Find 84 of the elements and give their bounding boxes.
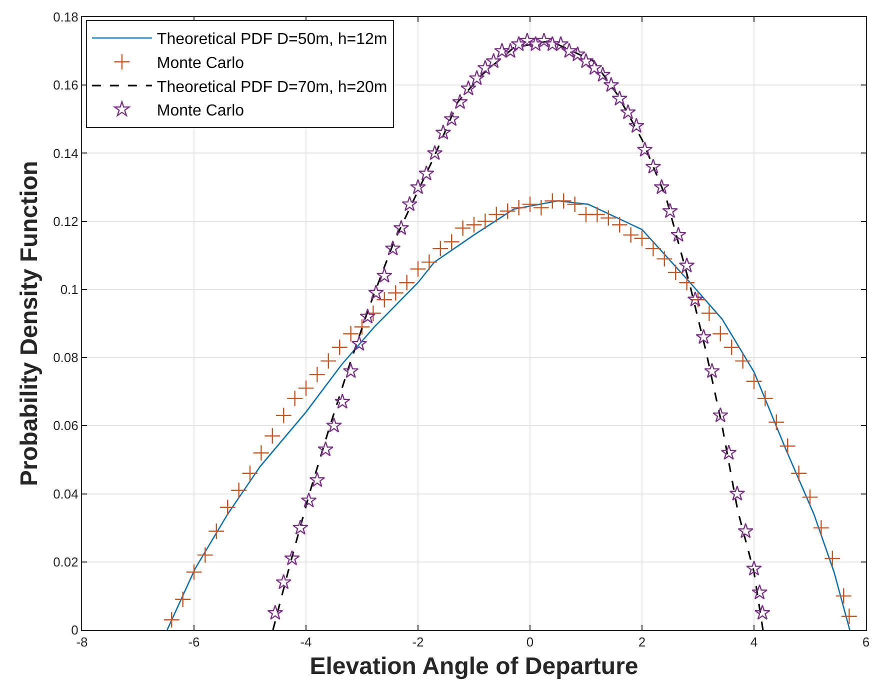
point	[586, 60, 602, 75]
point	[267, 604, 284, 620]
point	[300, 492, 317, 508]
point	[552, 36, 569, 52]
point	[326, 417, 342, 432]
legend-label: Theoretical PDF D=70m, h=20m	[156, 78, 388, 96]
point	[494, 42, 510, 58]
point	[561, 42, 578, 58]
point	[754, 604, 770, 620]
y-tick-label: 0.16	[53, 78, 78, 93]
point	[603, 76, 620, 92]
point	[578, 52, 594, 68]
x-axis-title: Elevation Angle of Departure	[310, 652, 638, 680]
y-tick-label: 0.04	[53, 486, 78, 502]
point	[418, 165, 434, 180]
point	[318, 441, 334, 456]
legend-label: Monte Carlo	[156, 102, 244, 120]
point	[720, 444, 737, 460]
x-tick-label: -4	[300, 634, 312, 650]
point	[452, 94, 468, 109]
point	[729, 485, 746, 501]
point	[410, 178, 426, 194]
y-tick-label: 0.18	[53, 10, 78, 25]
legend-label: Theoretical PDF D=50m, h=12m	[156, 31, 388, 48]
point	[746, 560, 762, 576]
point	[662, 202, 678, 218]
point	[704, 362, 720, 378]
point	[654, 178, 670, 194]
point	[678, 257, 695, 272]
point	[738, 522, 754, 538]
point	[528, 36, 544, 52]
y-tick-label: 0.02	[53, 554, 78, 570]
y-axis-title: Probability Density Function	[16, 160, 44, 486]
point	[712, 407, 728, 422]
point	[636, 142, 653, 157]
y-tick-label: 0.1	[60, 282, 78, 297]
point	[468, 70, 485, 86]
point	[645, 158, 662, 174]
point	[502, 42, 518, 58]
point	[351, 336, 368, 351]
point	[696, 328, 712, 344]
point	[376, 268, 392, 283]
y-tick-label: 0.08	[53, 350, 78, 366]
point	[402, 196, 418, 212]
point	[519, 32, 536, 48]
point	[486, 52, 502, 68]
point	[292, 520, 308, 535]
point	[334, 394, 350, 409]
point	[342, 362, 359, 378]
point	[544, 36, 560, 52]
point	[477, 60, 494, 75]
y-tick-label: 0.06	[53, 418, 78, 434]
x-tick-label: 2	[638, 634, 646, 650]
point	[444, 110, 460, 126]
point	[276, 574, 292, 590]
x-tick-label: -2	[412, 634, 424, 650]
point	[435, 124, 452, 140]
point	[687, 291, 704, 306]
point	[628, 118, 644, 133]
point	[752, 584, 768, 600]
point	[570, 46, 586, 62]
point	[368, 284, 384, 300]
legend-label: Monte Carlo	[156, 55, 244, 72]
x-tick-label: -6	[188, 634, 200, 650]
point	[670, 226, 686, 242]
point	[594, 66, 611, 82]
point	[510, 36, 527, 52]
y-tick-label: 0	[71, 622, 78, 638]
y-tick-label: 0.12	[53, 214, 78, 229]
x-tick-label: 4	[750, 634, 758, 650]
x-tick-label: 0	[526, 634, 534, 650]
point	[393, 220, 410, 235]
point	[384, 240, 401, 256]
point	[284, 550, 300, 566]
point	[426, 144, 443, 160]
point	[612, 90, 628, 106]
point	[309, 472, 326, 487]
point	[536, 32, 552, 48]
x-tick-label: 6	[862, 634, 870, 650]
x-tick-label: -8	[76, 634, 88, 650]
point	[360, 308, 376, 324]
y-tick-label: 0.14	[53, 146, 78, 161]
point	[620, 104, 636, 120]
point	[460, 80, 476, 96]
